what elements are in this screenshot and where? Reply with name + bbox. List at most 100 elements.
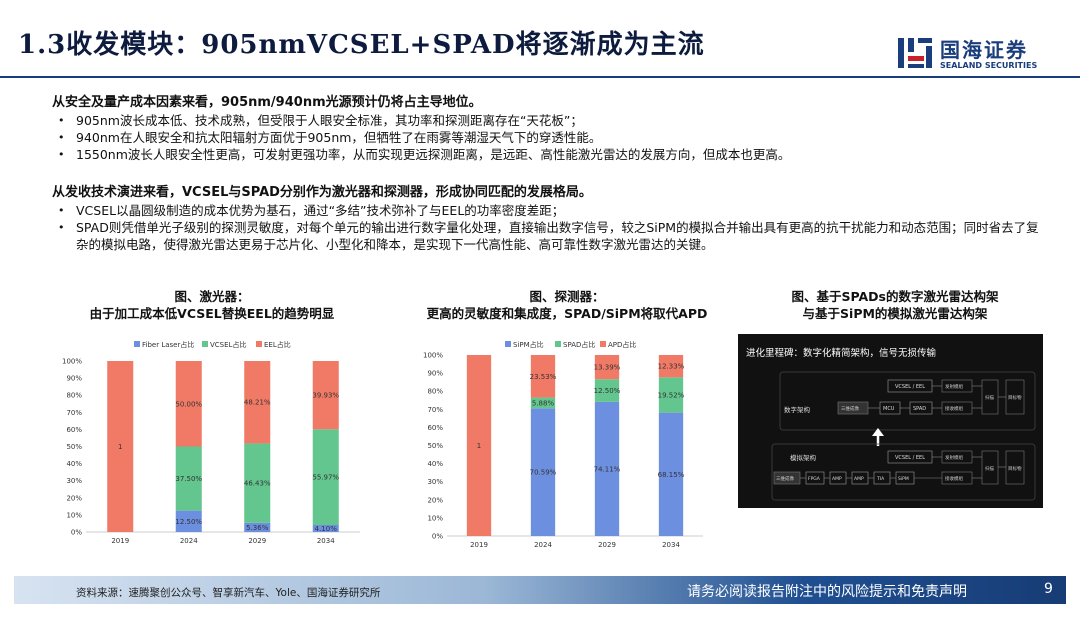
bar-segment bbox=[312, 361, 339, 430]
page-title: 1.3收发模块：905nmVCSEL+SPAD将逐渐成为主流 bbox=[18, 30, 705, 60]
y-tick-label: 60% bbox=[427, 424, 443, 432]
analog-arch-label: 模拟架构 bbox=[790, 453, 817, 462]
section-heading: 从安全及量产成本因素来看，905nm/940nm光源预计仍将占主导地位。 bbox=[52, 95, 482, 110]
figure-1-title: 图、激光器： 由于加工成本低VCSEL替换EEL的趋势明显 bbox=[62, 288, 362, 322]
data-label: 1 bbox=[477, 442, 481, 450]
bar-segment bbox=[244, 443, 271, 523]
detector-share-chart: SiPM占比 SPAD占比 APD占比 0% 10% 20% 30% 40% 50% 60% 70%… bbox=[423, 340, 703, 549]
legend-label: EEL占比 bbox=[264, 340, 291, 349]
digital-arch-frame bbox=[779, 371, 1036, 431]
analog-scan-box bbox=[981, 450, 999, 485]
bar-segment bbox=[244, 361, 271, 444]
lidar-architecture-diagram: 进化里程碑：数字化精简架构，信号无损传输 数字架构 三维成像 MCU VCSEL… bbox=[738, 334, 1043, 508]
data-label: 12.50% bbox=[594, 387, 621, 395]
bar-segment bbox=[175, 361, 202, 447]
analog-arch-frame bbox=[771, 443, 1036, 501]
y-tick-label: 100% bbox=[62, 358, 82, 366]
data-label: 5.36% bbox=[246, 524, 269, 532]
bar-segment bbox=[175, 510, 202, 532]
data-label: 46.43% bbox=[244, 480, 271, 488]
title-divider bbox=[0, 76, 1080, 78]
x-tick-label: 2024 bbox=[180, 537, 198, 545]
analog-rx-module-label: 接收模组 bbox=[945, 475, 963, 482]
y-tick-label: 0% bbox=[71, 529, 82, 537]
legend-swatch bbox=[202, 341, 208, 347]
legend-swatch bbox=[505, 341, 511, 347]
x-tick-label: 2029 bbox=[248, 537, 266, 545]
y-tick-label: 50% bbox=[427, 442, 443, 450]
legend-label: SiPM占比 bbox=[513, 340, 544, 349]
data-label: 48.21% bbox=[244, 399, 271, 407]
scan-label: 扫描 bbox=[985, 394, 994, 401]
data-label: 13.39% bbox=[594, 364, 621, 372]
section-heading: 从发收技术演进来看，VCSEL与SPAD分别作为激光器和探测器，形成协同匹配的发… bbox=[52, 185, 592, 200]
y-tick-label: 10% bbox=[427, 514, 443, 522]
legend-swatch bbox=[256, 341, 262, 347]
legend-label: VCSEL占比 bbox=[210, 340, 246, 349]
bar-segment bbox=[530, 408, 556, 536]
figure-3-title-line1: 图、基于SPADs的数字激光雷达构架 bbox=[791, 289, 999, 304]
sipm-label: SiPM bbox=[898, 476, 909, 482]
bar-segment bbox=[312, 524, 339, 532]
y-tick-label: 90% bbox=[427, 370, 443, 378]
data-label: 12.33% bbox=[658, 363, 685, 371]
legend-label: SPAD占比 bbox=[563, 340, 595, 349]
y-tick-label: 40% bbox=[427, 460, 443, 468]
sealand-logo-icon bbox=[898, 38, 932, 68]
laser-share-chart: Fiber Laser占比 VCSEL占比 EEL占比 0% 10% 20% 30% 40% 5… bbox=[62, 340, 360, 545]
y-tick-label: 80% bbox=[427, 388, 443, 396]
bar-segment bbox=[312, 429, 339, 525]
data-label: 5.88% bbox=[532, 399, 555, 407]
figure-2-title: 图、探测器： 更高的灵敏度和集成度，SPAD/SiPM将取代APD bbox=[412, 288, 722, 322]
bar-segment bbox=[658, 377, 684, 413]
y-tick-label: 90% bbox=[66, 375, 82, 383]
bar-segment bbox=[594, 379, 620, 402]
data-label: 55.97% bbox=[312, 474, 339, 482]
figure-1-title-line2: 由于加工成本低VCSEL替换EEL的趋势明显 bbox=[89, 306, 335, 321]
y-tick-label: 20% bbox=[427, 496, 443, 504]
mcu-label: MCU bbox=[883, 406, 895, 412]
data-label: 1 bbox=[118, 443, 122, 451]
legend-swatch bbox=[555, 341, 561, 347]
amp-label-2: AMP bbox=[854, 476, 864, 482]
data-label: 68.15% bbox=[658, 471, 685, 479]
section-tx-rx: 从发收技术演进来看，VCSEL与SPAD分别作为激光器和探测器，形成协同匹配的发… bbox=[52, 184, 1042, 253]
bar-segment bbox=[658, 355, 684, 378]
bar-segment bbox=[594, 355, 620, 380]
bar-segment bbox=[107, 361, 134, 532]
legend-swatch bbox=[600, 341, 606, 347]
rx-module-label: 接收模组 bbox=[945, 405, 963, 412]
y-tick-label: 70% bbox=[427, 406, 443, 414]
section-light-source: 从安全及量产成本因素来看，905nm/940nm光源预计仍将占主导地位。 905… bbox=[52, 94, 1042, 163]
y-tick-label: 70% bbox=[66, 409, 82, 417]
evolution-arrow-icon bbox=[872, 428, 884, 446]
y-tick-label: 30% bbox=[66, 477, 82, 485]
bullet-item: 1550nm波长人眼安全性更高，可发射更强功率，从而实现更远探测距离，是远距、高… bbox=[52, 146, 1042, 163]
amp-label-1: AMP bbox=[832, 476, 842, 482]
bullet-item: SPAD则凭借单光子级别的探测灵敏度，对每个单元的输出进行数字量化处理，直接输出… bbox=[52, 219, 1042, 253]
tia-label: TIA bbox=[876, 476, 885, 482]
figure-2-title-line2: 更高的灵敏度和集成度，SPAD/SiPM将取代APD bbox=[426, 306, 708, 321]
figure-1-title-line1: 图、激光器： bbox=[174, 289, 250, 304]
data-label: 23.53% bbox=[530, 373, 557, 381]
legend-swatch bbox=[134, 341, 140, 347]
arch-banner: 进化里程碑：数字化精简架构，信号无损传输 bbox=[746, 347, 937, 359]
bar-segment bbox=[594, 401, 620, 536]
target-label: 目标物 bbox=[1008, 394, 1022, 401]
bullet-list: 905nm波长成本低、技术成熟，但受限于人眼安全标准，其功率和探测距离存在“天花… bbox=[52, 112, 1042, 163]
analog-tx-module-label: 发射模组 bbox=[945, 454, 963, 461]
analog-vcsel-eel-label: VCSEL / EEL bbox=[895, 455, 925, 461]
analog-target-label: 目标物 bbox=[1008, 465, 1022, 472]
bar-segment bbox=[175, 446, 202, 511]
disclaimer-text: 请务必阅读报告附注中的风险提示和免责声明 bbox=[687, 584, 967, 600]
dsp-label: 三维成像 bbox=[841, 405, 859, 412]
data-label: 39.93% bbox=[312, 392, 339, 400]
bar-segment bbox=[244, 522, 271, 532]
spad-label: SPAD bbox=[913, 406, 926, 412]
y-tick-label: 50% bbox=[66, 443, 82, 451]
logo-text-en: SEALAND SECURITIES bbox=[940, 61, 1038, 70]
bar-segment bbox=[466, 355, 492, 536]
bar-segment bbox=[530, 355, 556, 398]
x-tick-label: 2034 bbox=[662, 541, 680, 549]
data-label: 50.00% bbox=[175, 400, 202, 408]
